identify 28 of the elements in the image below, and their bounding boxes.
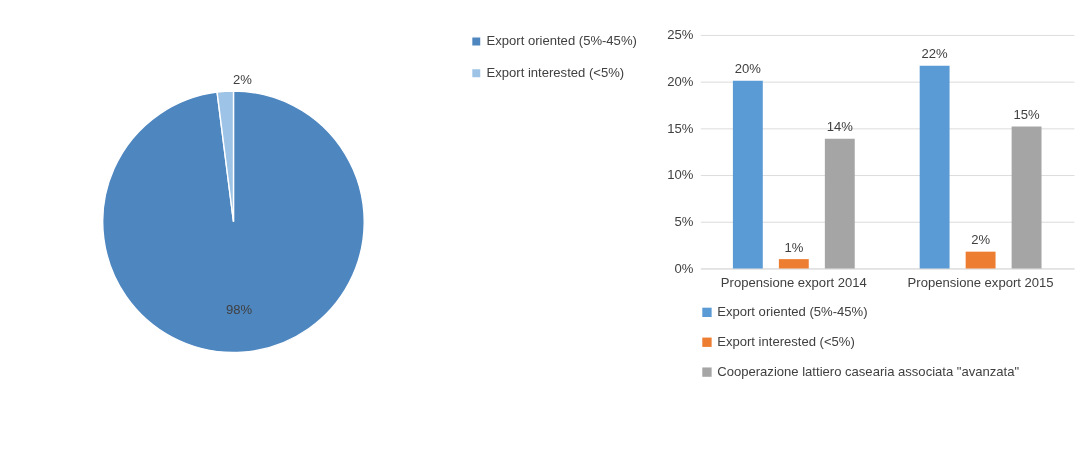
x-tick-label: Propensione export 2014: [720, 274, 867, 290]
y-tick-label: 25%: [667, 27, 694, 43]
y-tick-label: 10%: [667, 167, 694, 183]
data-label: 1%: [784, 239, 804, 255]
x-tick-label: Propensione export 2015: [907, 274, 1054, 290]
y-tick-label: 15%: [667, 120, 694, 136]
legend-label: Export oriented (5%-45%): [717, 304, 868, 320]
data-label: 22%: [921, 46, 949, 62]
legend-label: Export interested (<5%): [486, 65, 625, 81]
pie-slice: [102, 90, 365, 353]
legend-label: Export oriented (5%-45%): [486, 33, 637, 49]
data-label: 2%: [971, 232, 991, 248]
bar: [965, 251, 996, 269]
bar: [824, 138, 855, 269]
legend-label: Export interested (<5%): [717, 333, 855, 349]
bar: [778, 259, 809, 269]
legend-label: Cooperazione lattiero casearia associata "avanzata": [717, 363, 1020, 379]
y-tick-label: 0%: [674, 260, 694, 276]
bar: [732, 80, 763, 269]
bar: [1011, 126, 1042, 269]
data-label: 15%: [1013, 107, 1041, 123]
data-label: 2%: [232, 71, 253, 87]
bar: [919, 65, 950, 269]
data-label: 20%: [734, 61, 762, 77]
data-label: 14%: [826, 119, 854, 135]
y-tick-label: 5%: [674, 213, 694, 229]
y-tick-label: 20%: [667, 73, 694, 89]
data-label: 98%: [225, 302, 253, 318]
